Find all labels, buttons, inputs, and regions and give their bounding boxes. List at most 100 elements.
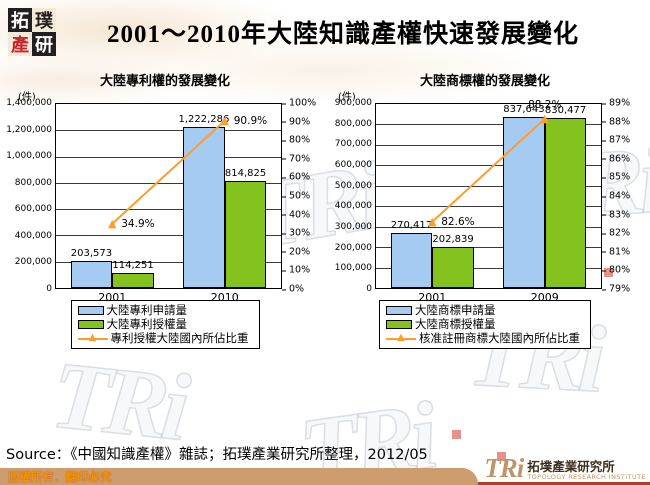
tri-brand-mark: TRi <box>484 453 524 483</box>
bar-value-label: 1,222,286 <box>178 114 230 126</box>
legend-label: 核准註冊商標大陸國內所佔比重 <box>419 331 580 345</box>
left-axis-tick-label: 1,000,000 <box>6 151 52 162</box>
legend-triangle-marker: ▲ <box>397 332 405 343</box>
left-axis-tick-label: 1,200,000 <box>6 124 52 135</box>
watermark-red-dot <box>452 430 461 439</box>
company-seal-logo: 拓璞產研 <box>8 8 56 56</box>
bar <box>503 116 545 288</box>
left-axis: 1,400,000 1,200,000 1,000,000 800,000 600,00… <box>6 98 55 294</box>
legend-item: 大陸商標申請量 <box>386 303 580 317</box>
legend-item: 大陸專利授權量 <box>77 317 249 331</box>
right-axis-tick-label: 30% <box>281 227 311 239</box>
right-axis: 100% 90% 80% 70% 60% 50% 40% 30% 20% 10% 0% <box>281 98 322 295</box>
bar-value-label: 203,573 <box>70 248 113 260</box>
legend-label: 專利授權大陸國內所佔比重 <box>110 331 249 345</box>
left-axis-tick-label: 200,000 <box>14 257 52 268</box>
bar <box>183 127 225 288</box>
charts-row: 大陸專利權的發展變化 (件) 1,400,000 1,200,000 1,000,0… <box>0 70 650 349</box>
logo-tile: 產 <box>8 32 32 56</box>
right-axis-tick-label: 10% <box>281 264 311 276</box>
legend-swatch-line: ▲ <box>386 333 416 344</box>
left-axis: 900,000 800,000 700,000 600,000 500,000 400,0… <box>328 98 375 294</box>
right-axis-tick-label: 60% <box>281 171 311 183</box>
line-point-marker: ▲ <box>108 216 117 230</box>
legend-label: 大陸專利申請量 <box>106 303 188 317</box>
right-axis-tick-label: 80% <box>601 264 631 276</box>
gridline <box>376 144 601 146</box>
line-value-label: 34.9% <box>121 217 155 230</box>
gridline <box>56 261 281 263</box>
right-axis-tick-label: 84% <box>601 190 631 202</box>
line-point-marker: ▲ <box>540 111 549 125</box>
footer-accent-line <box>455 482 650 485</box>
left-axis-tick-label: 400,000 <box>14 230 52 241</box>
left-axis-tick-label: 500,000 <box>334 180 372 191</box>
gridline <box>376 247 601 249</box>
gridline <box>56 156 281 158</box>
copyright-bar: 版權所有．翻印必究 <box>0 468 478 485</box>
bar <box>432 246 474 288</box>
bar <box>544 118 587 288</box>
right-axis-tick-label: 70% <box>281 153 311 165</box>
source-citation: Source：《中國知識產權》雜誌；拓璞產業研究所整理，2012/05 <box>6 447 428 463</box>
bar-value-label: 270,417 <box>390 219 433 231</box>
logo-tile: 璞 <box>32 8 56 32</box>
line-series <box>56 104 281 288</box>
gridline <box>56 235 281 237</box>
bar-value-label: 114,251 <box>112 259 154 271</box>
gridline <box>376 124 601 126</box>
line-point-marker: ▲ <box>428 214 437 228</box>
bar-value-label: 830,477 <box>544 105 587 117</box>
gridline <box>56 209 281 211</box>
bar <box>70 261 113 288</box>
right-axis-tick-label: 86% <box>601 153 631 165</box>
legend-line <box>386 337 416 340</box>
right-axis-tick-label: 90% <box>281 116 311 128</box>
header-background <box>0 0 650 100</box>
legend-item: 大陸商標授權量 <box>386 317 580 331</box>
bar-value-label: 814,825 <box>224 167 267 179</box>
right-axis-tick-label: 82% <box>601 227 631 239</box>
gridline <box>376 185 601 187</box>
left-axis-tick-label: 400,000 <box>334 201 372 212</box>
plot-area: 203,573 1,222,286 114,251 814,825 ▲ 34.9% ▲ 90.… <box>55 103 282 304</box>
legend-label: 大陸商標授權量 <box>415 317 496 331</box>
legend-swatch-line: ▲ <box>77 332 108 344</box>
right-axis-tick-label: 89% <box>601 97 631 109</box>
legend-label: 大陸專利授權量 <box>106 317 188 331</box>
right-axis-tick-label: 81% <box>601 246 631 258</box>
chart-title: 大陸商標權的發展變化 <box>419 74 550 89</box>
legend: 大陸商標申請量 大陸商標授權量 ▲ 核准註冊商標大陸國內所佔比重 <box>379 300 591 349</box>
legend-item: ▲ 專利授權大陸國內所佔比重 <box>77 331 249 345</box>
logo-tile: 拓 <box>8 8 32 32</box>
bar-value-label: 837,643 <box>503 103 545 115</box>
right-axis-tick-label: 50% <box>281 190 311 202</box>
left-axis-tick-label: 200,000 <box>334 242 372 253</box>
right-axis-tick-label: 100% <box>281 97 317 109</box>
header: 拓璞產研 2001～2010年大陸知識產權快速發展變化 <box>0 0 650 56</box>
left-axis-tick-label: 600,000 <box>334 160 372 170</box>
brand-name-chinese: 拓墣產業研究所 <box>527 459 615 474</box>
gridline <box>56 130 281 132</box>
line-point-marker: ▲ <box>220 113 229 127</box>
unit-label: (件) <box>18 92 36 103</box>
right-axis-tick-label: 80% <box>281 134 311 146</box>
left-axis-tick-label: 700,000 <box>334 139 372 150</box>
legend-item: 大陸專利申請量 <box>77 303 249 317</box>
line-value-label: 82.6% <box>441 215 475 228</box>
legend: 大陸專利申請量 大陸專利授權量 ▲ 專利授權大陸國內所佔比重 <box>70 300 260 349</box>
legend-triangle-marker: ▲ <box>88 332 97 343</box>
right-axis-tick-label: 85% <box>601 171 631 183</box>
brand-name-english: TOPOLOGY RESEARCH INSTITUTE <box>527 473 646 481</box>
gridline <box>56 182 281 184</box>
chart-panel-patent: 大陸專利權的發展變化 (件) 1,400,000 1,200,000 1,000,0… <box>6 70 322 349</box>
left-axis-tick-label: 100,000 <box>334 263 372 274</box>
bar <box>112 272 154 288</box>
legend-swatch-bar <box>386 305 412 315</box>
left-axis-tick-label: 300,000 <box>334 222 372 232</box>
left-axis-tick-label: 0 <box>366 284 372 294</box>
bar <box>224 180 267 288</box>
left-axis-tick-label: 900,000 <box>334 98 372 108</box>
gridline <box>376 226 601 228</box>
